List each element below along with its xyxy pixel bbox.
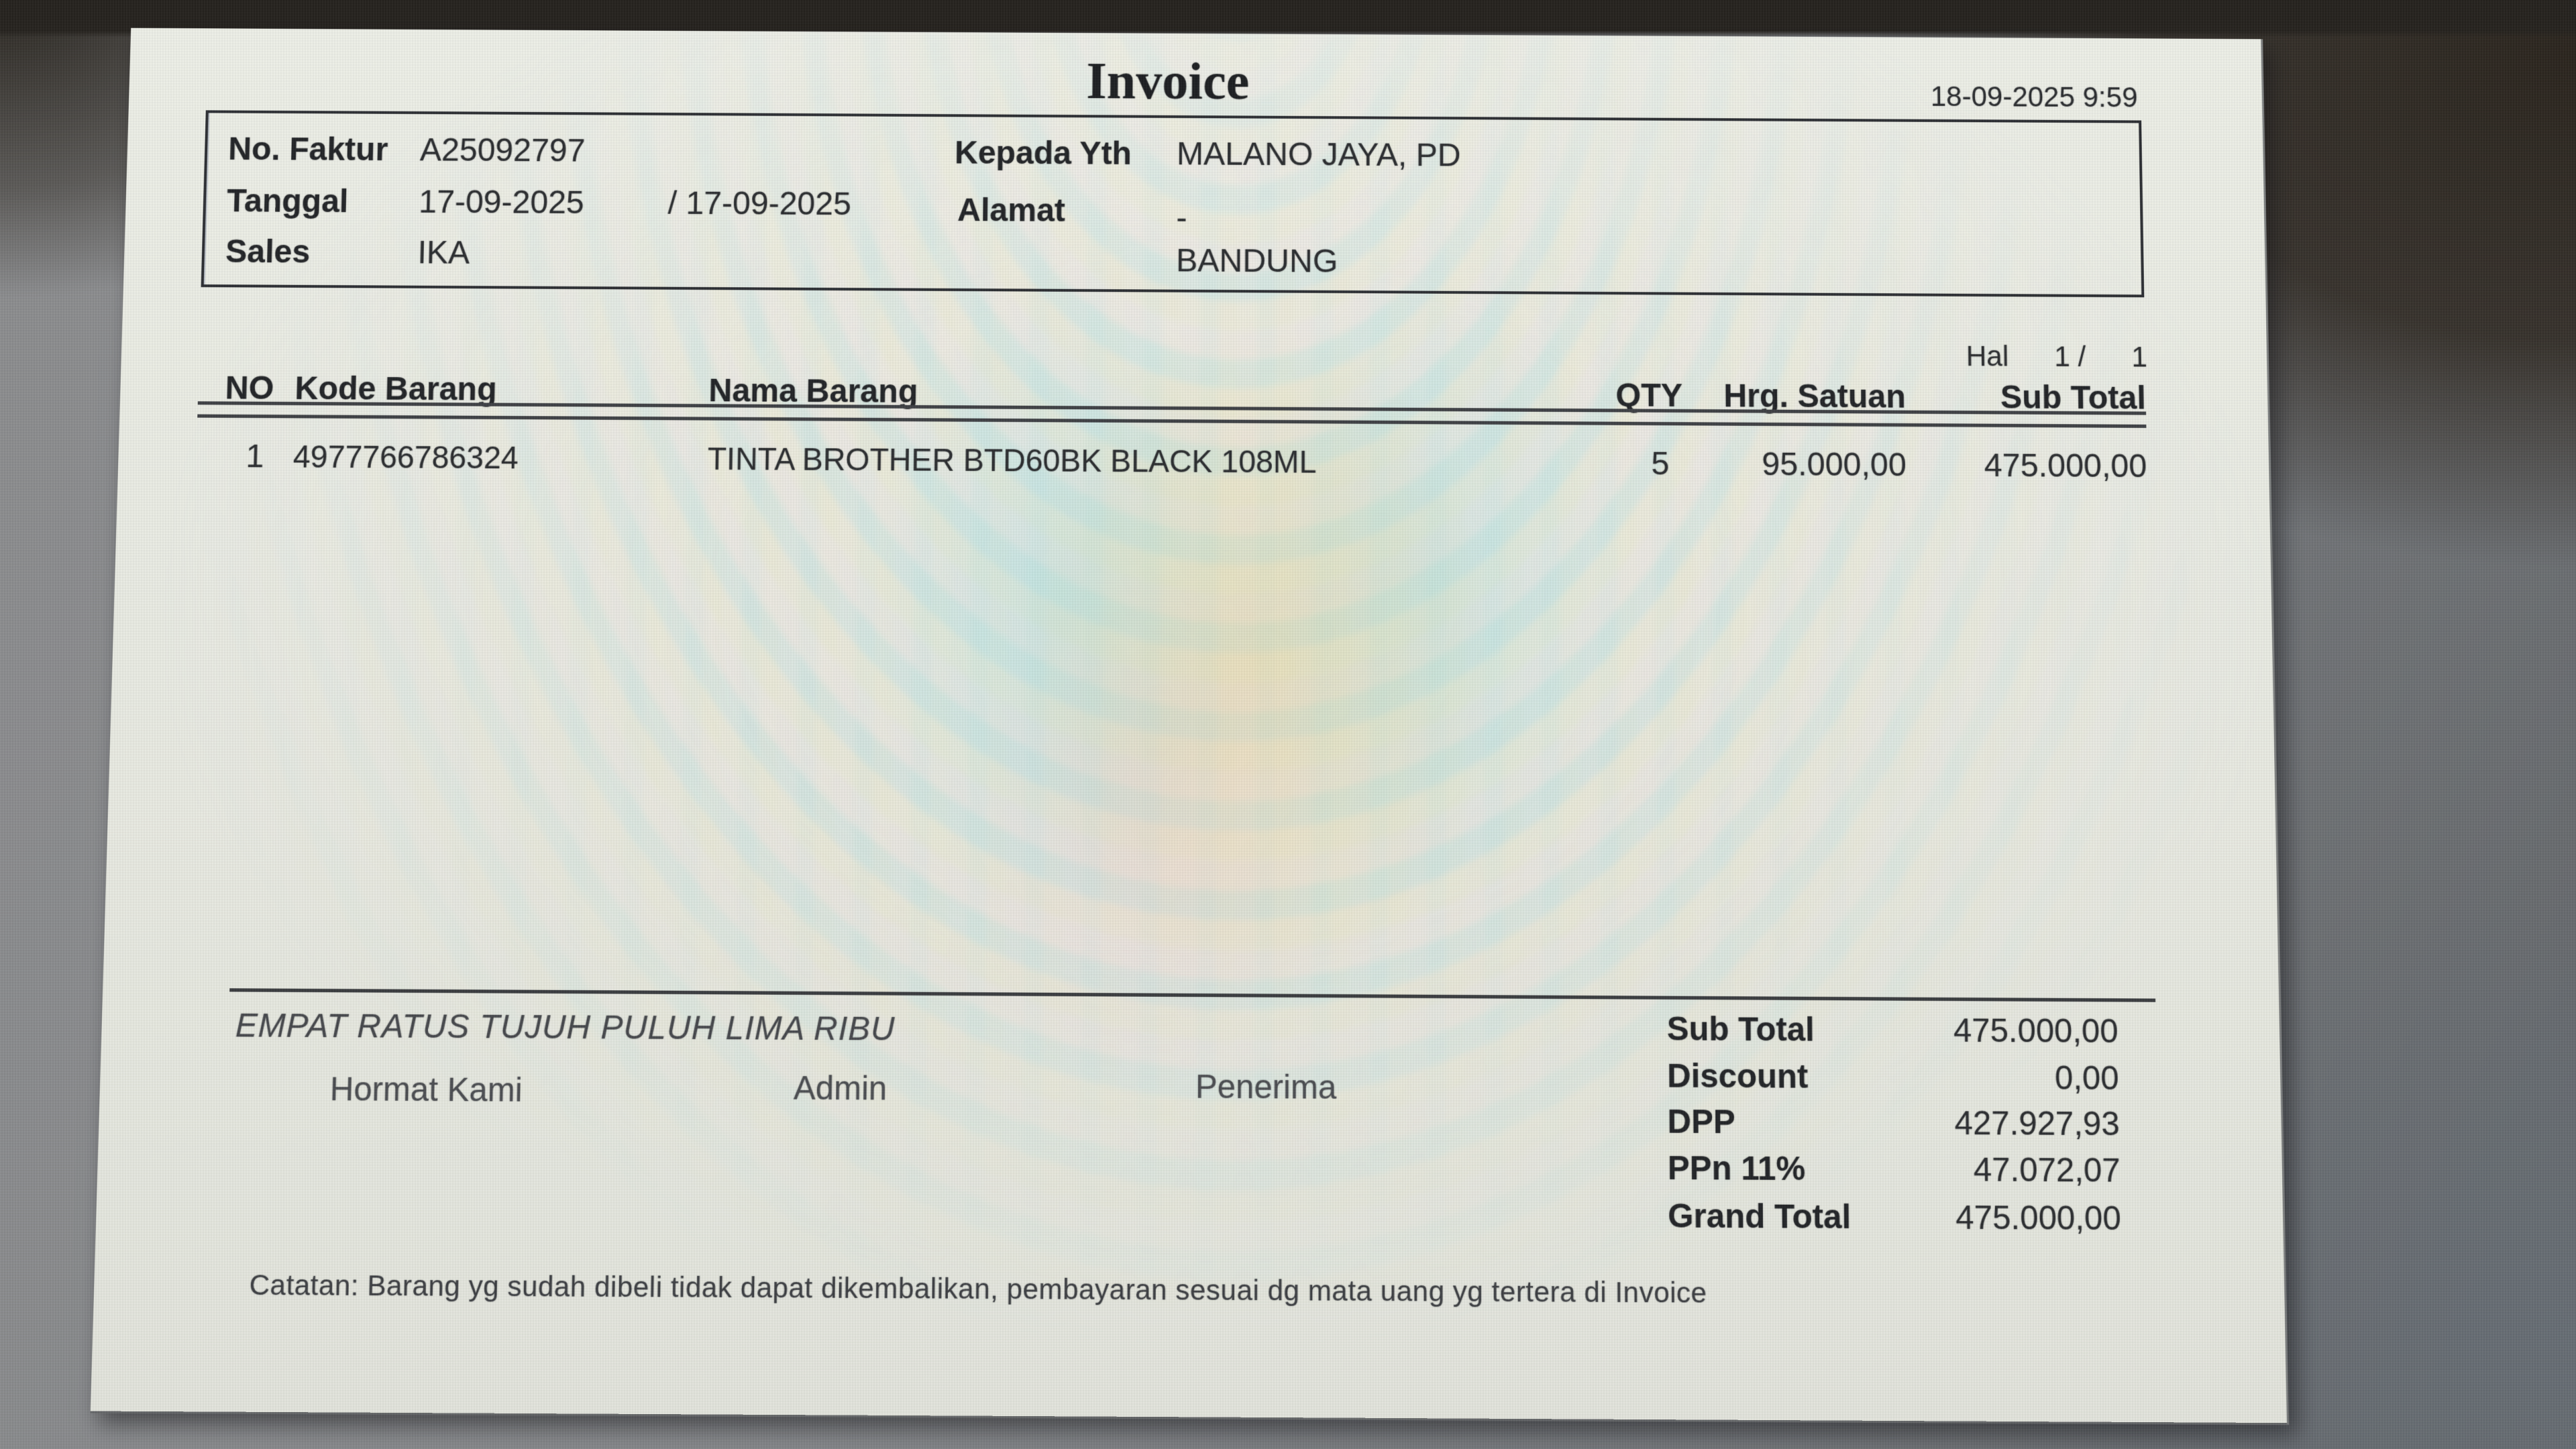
amount-in-words: EMPAT RATUS TUJUH PULUH LIMA RIBU xyxy=(235,1006,896,1049)
page-number: Hal 1 / 1 xyxy=(1966,340,2148,374)
kepada-value: MALANO JAYA, PD xyxy=(1177,136,1461,174)
no-faktur-label: No. Faktur xyxy=(228,131,388,168)
ppn-label: PPn 11% xyxy=(1668,1149,1806,1189)
hal-label: Hal xyxy=(1966,340,2009,373)
invoice-title: Invoice xyxy=(1086,50,1249,111)
alamat-label: Alamat xyxy=(957,192,1065,229)
signature-penerima: Penerima xyxy=(1195,1068,1337,1108)
dpp-value: 427.927,93 xyxy=(1879,1104,2120,1144)
kota-value: BANDUNG xyxy=(1176,242,1338,280)
page-total: 1 xyxy=(2131,341,2147,374)
table-row: 1 4977766786324 TINTA BROTHER BTD60BK BL… xyxy=(131,28,2261,40)
tanggal-label: Tanggal xyxy=(226,182,349,220)
cell-qty: 5 xyxy=(1574,445,1670,483)
grand-total-value: 475.000,00 xyxy=(1880,1198,2121,1238)
sales-value: IKA xyxy=(417,234,470,272)
cell-kode: 4977766786324 xyxy=(292,438,519,476)
cell-subtotal: 475.000,00 xyxy=(1943,447,2147,486)
tanggal-jatuh-tempo-value: / 17-09-2025 xyxy=(667,184,851,223)
print-datetime: 18-09-2025 9:59 xyxy=(1835,80,2138,113)
signature-admin: Admin xyxy=(794,1069,888,1108)
table-header-rule-bottom xyxy=(197,415,2146,428)
subtotal-label: Sub Total xyxy=(1667,1010,1815,1050)
kepada-label: Kepada Yth xyxy=(955,134,1132,172)
cell-no: 1 xyxy=(206,437,264,475)
ppn-value: 47.072,07 xyxy=(1880,1150,2121,1190)
totals-block: Sub Total 475.000,00 Discount 0,00 DPP 4… xyxy=(131,28,2261,40)
no-faktur-value: A25092797 xyxy=(419,131,585,170)
invoice-page: Invoice 18-09-2025 9:59 No. Faktur A2509… xyxy=(91,28,2289,1426)
subtotal-value: 475.000,00 xyxy=(1878,1011,2118,1051)
footer-rule xyxy=(229,988,2155,1002)
cell-nama: TINTA BROTHER BTD60BK BLACK 108ML xyxy=(707,440,1316,480)
invoice-note: Catatan: Barang yg sudah dibeli tidak da… xyxy=(249,1269,1707,1309)
cell-hrg: 95.000,00 xyxy=(1703,445,1907,484)
sales-label: Sales xyxy=(225,233,310,270)
photographed-monitor-screen: Invoice 18-09-2025 9:59 No. Faktur A2509… xyxy=(0,0,2576,1449)
tanggal-value: 17-09-2025 xyxy=(419,183,585,221)
discount-value: 0,00 xyxy=(1878,1058,2119,1097)
page-current: 1 / xyxy=(2054,340,2086,373)
grand-total-label: Grand Total xyxy=(1668,1197,1851,1236)
alamat-value: - xyxy=(1176,200,1187,237)
dpp-label: DPP xyxy=(1667,1103,1735,1142)
signature-hormat-kami: Hormat Kami xyxy=(329,1070,523,1110)
discount-label: Discount xyxy=(1667,1057,1809,1097)
